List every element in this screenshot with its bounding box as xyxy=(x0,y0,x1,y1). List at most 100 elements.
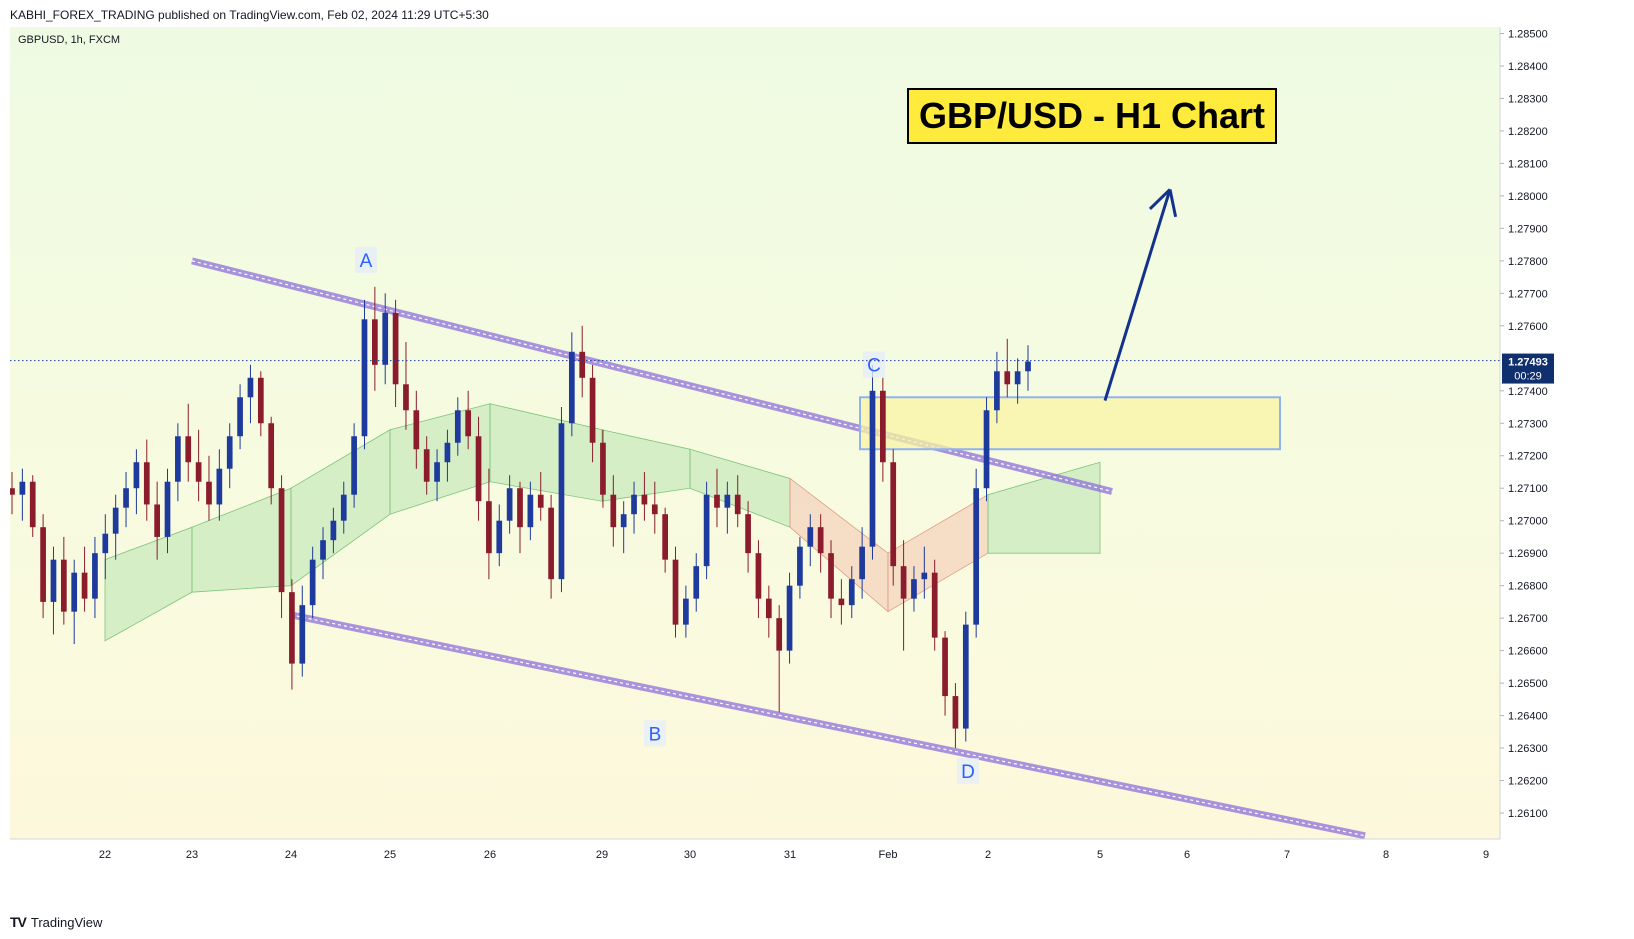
candle xyxy=(289,579,295,690)
channel-upper-centerline xyxy=(191,260,1113,493)
candle xyxy=(931,559,938,651)
candle xyxy=(143,439,150,521)
candle xyxy=(900,540,907,651)
price-tick-label: 1.28100 xyxy=(1508,158,1548,170)
candle xyxy=(102,514,109,580)
candle xyxy=(890,449,897,586)
candle xyxy=(859,527,865,599)
price-tick-label: 1.27300 xyxy=(1508,418,1548,430)
candle xyxy=(361,299,368,450)
chart-canvas[interactable]: A B C D GBPUSD, 1h, FXCM GBP/USD - H1 Chart… xyxy=(9,27,1565,904)
time-tick-label: Feb xyxy=(879,849,898,861)
price-tick-label: 1.26900 xyxy=(1508,548,1548,560)
price-tick-label: 1.26600 xyxy=(1508,646,1548,658)
price-axis[interactable]: 1.28500 1.28400 1.28300 1.28200 1.28100 1.280… xyxy=(1499,27,1565,839)
candle xyxy=(112,494,119,560)
price-tick-label: 1.26100 xyxy=(1508,808,1548,820)
current-price-value: 1.27493 xyxy=(1508,357,1548,369)
breakout-zone xyxy=(859,396,1281,451)
price-tick-label: 1.27800 xyxy=(1508,256,1548,268)
candle xyxy=(81,546,88,612)
time-tick-label: 29 xyxy=(596,849,608,861)
candle xyxy=(641,471,648,521)
candle xyxy=(50,546,57,635)
candle xyxy=(651,481,658,534)
price-tick-label: 1.26700 xyxy=(1508,613,1548,625)
candle xyxy=(247,364,254,424)
time-tick-label: 25 xyxy=(384,849,396,861)
descending-channel xyxy=(191,257,1366,840)
candle xyxy=(71,559,78,645)
svg-text:C: C xyxy=(867,356,881,377)
candle xyxy=(600,429,606,508)
candle xyxy=(496,504,503,567)
candle xyxy=(1025,345,1031,391)
candle xyxy=(817,514,824,573)
time-tick-label: 5 xyxy=(1097,849,1103,861)
price-tick-label: 1.28000 xyxy=(1508,191,1548,203)
svg-text:D: D xyxy=(961,762,975,783)
candle xyxy=(703,481,710,580)
price-tick-label: 1.27900 xyxy=(1508,223,1548,235)
candle xyxy=(724,481,731,534)
candle xyxy=(662,507,668,573)
candle xyxy=(195,429,202,502)
candle xyxy=(506,475,513,534)
candle xyxy=(880,377,886,482)
candle xyxy=(828,540,834,619)
candle xyxy=(776,605,783,713)
candle xyxy=(537,471,544,521)
candle xyxy=(154,481,160,560)
point-label-c: C xyxy=(863,351,885,378)
candle xyxy=(413,390,420,469)
candle xyxy=(278,475,285,619)
candle xyxy=(579,325,586,398)
candle xyxy=(983,397,990,502)
candle xyxy=(29,475,36,537)
arrow-head xyxy=(1168,189,1178,218)
price-tick-label: 1.26400 xyxy=(1508,711,1548,723)
time-tick-label: 8 xyxy=(1383,849,1389,861)
candle xyxy=(1014,358,1021,404)
point-label-b: B xyxy=(644,720,666,747)
candle xyxy=(340,481,347,534)
candle xyxy=(123,471,129,528)
point-label-d: D xyxy=(957,758,979,785)
svg-text:B: B xyxy=(649,724,662,745)
candle xyxy=(548,494,554,599)
price-tick-label: 1.27100 xyxy=(1508,483,1548,495)
candle xyxy=(185,403,192,482)
price-tick-label: 1.27200 xyxy=(1508,451,1548,463)
candle xyxy=(797,536,803,599)
candle xyxy=(392,299,399,408)
price-tick-label: 1.28200 xyxy=(1508,126,1548,138)
candle xyxy=(309,546,316,619)
candle xyxy=(475,416,482,521)
price-tick-label: 1.26500 xyxy=(1508,678,1548,690)
time-tick-label: 23 xyxy=(186,849,198,861)
candle xyxy=(589,364,596,463)
publisher-line: KABHI_FOREX_TRADING published on Trading… xyxy=(10,8,489,22)
time-axis[interactable]: 22 23 24 25 26 29 30 31 Feb 2 5 6 7 8 9 xyxy=(10,838,1565,867)
candle xyxy=(848,566,855,619)
price-tick-label: 1.27600 xyxy=(1508,321,1548,333)
candle xyxy=(372,286,378,391)
candle-countdown: 00:29 xyxy=(1514,371,1542,383)
candle xyxy=(382,293,389,385)
candle xyxy=(454,397,461,456)
candle xyxy=(403,342,409,430)
candle xyxy=(465,390,472,450)
candle xyxy=(257,371,264,437)
projection-arrow xyxy=(1103,188,1178,401)
candle xyxy=(527,481,534,541)
candle xyxy=(755,540,762,619)
candle xyxy=(237,384,243,450)
candle xyxy=(60,536,67,625)
candle xyxy=(734,475,741,528)
time-tick-label: 24 xyxy=(285,849,297,861)
price-tick-label: 1.28400 xyxy=(1508,61,1548,73)
candle xyxy=(92,536,98,619)
arrow-shaft xyxy=(1103,188,1172,401)
time-tick-label: 26 xyxy=(484,849,496,861)
candle xyxy=(517,481,523,554)
